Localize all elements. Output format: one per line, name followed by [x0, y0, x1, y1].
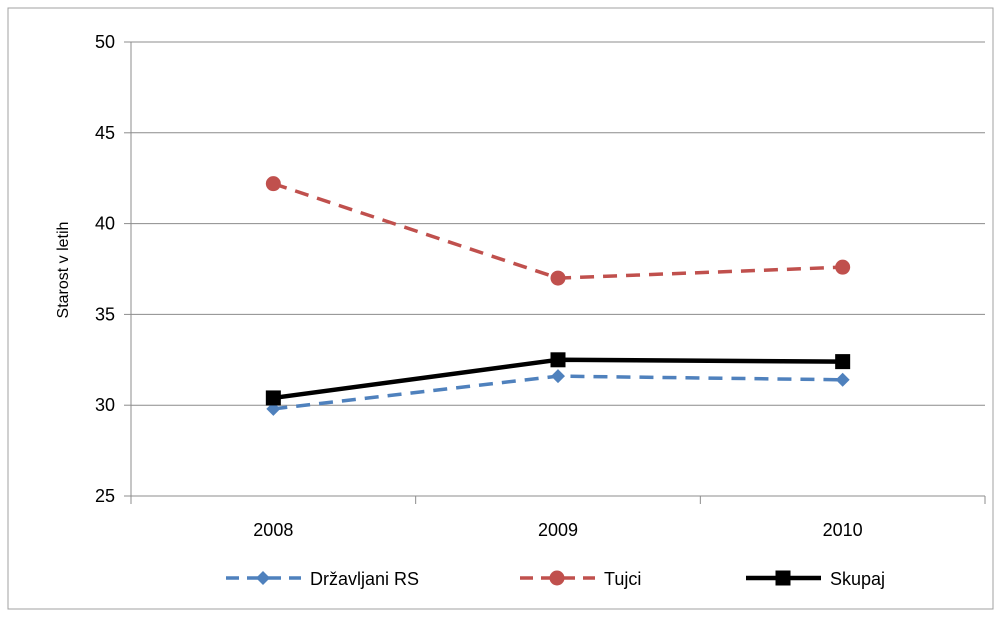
- legend-marker: [256, 571, 270, 585]
- data-point: [265, 176, 281, 192]
- data-point: [835, 372, 850, 387]
- legend-label: Tujci: [604, 569, 641, 589]
- legend-item: Državljani RS: [226, 569, 419, 589]
- x-tick-label: 2010: [823, 520, 863, 540]
- y-tick-label: 25: [95, 486, 115, 506]
- y-tick-label: 50: [95, 32, 115, 52]
- x-tick-label: 2009: [538, 520, 578, 540]
- y-axis-title: Starost v letih: [55, 222, 72, 319]
- legend-label: Skupaj: [830, 569, 885, 589]
- data-point: [551, 369, 565, 384]
- axes: 25 30 35 40 45 50 2008 2009 2010: [95, 32, 986, 540]
- legend-label: Državljani RS: [310, 569, 419, 589]
- data-point: [550, 270, 566, 286]
- legend-marker: [775, 570, 791, 586]
- legend-item: Tujci: [520, 569, 641, 589]
- series-0: [266, 369, 850, 416]
- legend-item: Skupaj: [746, 569, 885, 589]
- y-tick-label: 45: [95, 123, 115, 143]
- x-tick-label: 2008: [253, 520, 293, 540]
- chart-border: [7, 7, 994, 610]
- series-2: [265, 352, 851, 406]
- y-tick-label: 40: [95, 214, 115, 234]
- series: [265, 176, 851, 416]
- data-point: [835, 354, 851, 370]
- gridlines: [131, 41, 985, 497]
- series-line: [272, 181, 843, 280]
- series-1: [265, 176, 851, 286]
- y-tick-label: 35: [95, 304, 115, 324]
- data-point: [265, 390, 281, 406]
- y-tick-label: 30: [95, 395, 115, 415]
- legend-marker: [549, 570, 565, 586]
- legend: Državljani RS Tujci Skupaj: [226, 569, 885, 589]
- data-point: [550, 352, 566, 368]
- data-point: [835, 259, 851, 275]
